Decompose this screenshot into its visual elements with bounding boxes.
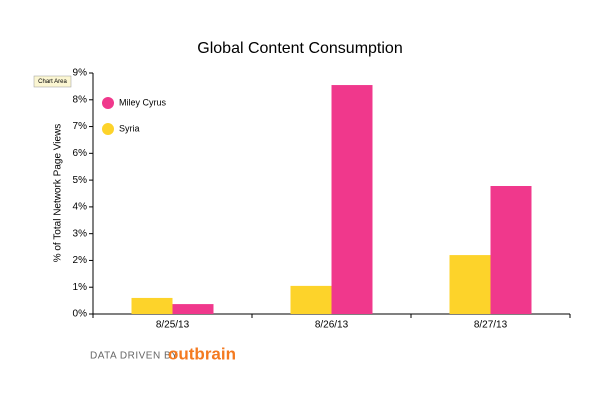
tooltip-box <box>33 75 72 88</box>
tooltip: Chart Area <box>38 79 67 85</box>
y-tick-label: 3% <box>73 228 88 239</box>
legend-swatch <box>102 123 114 135</box>
legend-label: Syria <box>119 123 140 133</box>
y-tick-label: 0% <box>73 309 88 320</box>
y-tick-label: 1% <box>73 282 88 293</box>
y-axis-title: % of Total Network Page Views <box>53 124 64 263</box>
legend-swatch <box>102 97 114 109</box>
bar <box>290 285 332 314</box>
bar <box>331 85 373 314</box>
y-tick-label: 7% <box>73 121 88 132</box>
x-tick-label: 8/27/13 <box>474 320 508 331</box>
y-tick-label: 9% <box>73 68 88 79</box>
y-tick-label: 8% <box>73 94 88 105</box>
y-tick-label: 4% <box>73 202 88 213</box>
footer-prefix: DATA DRIVEN BY <box>90 351 178 362</box>
chart-title: Global Content Consumption <box>197 40 402 57</box>
x-tick-label: 8/26/13 <box>315 320 349 331</box>
x-tick-label: 8/25/13 <box>156 320 190 331</box>
footer-brand: outbrain <box>168 344 236 363</box>
bar <box>490 186 532 314</box>
y-tick-label: 2% <box>73 255 88 266</box>
legend-label: Miley Cyrus <box>119 97 167 107</box>
y-tick-label: 6% <box>73 148 88 159</box>
y-tick-label: 5% <box>73 175 88 186</box>
bar <box>172 304 214 314</box>
bar <box>449 255 491 314</box>
bar <box>131 297 173 314</box>
